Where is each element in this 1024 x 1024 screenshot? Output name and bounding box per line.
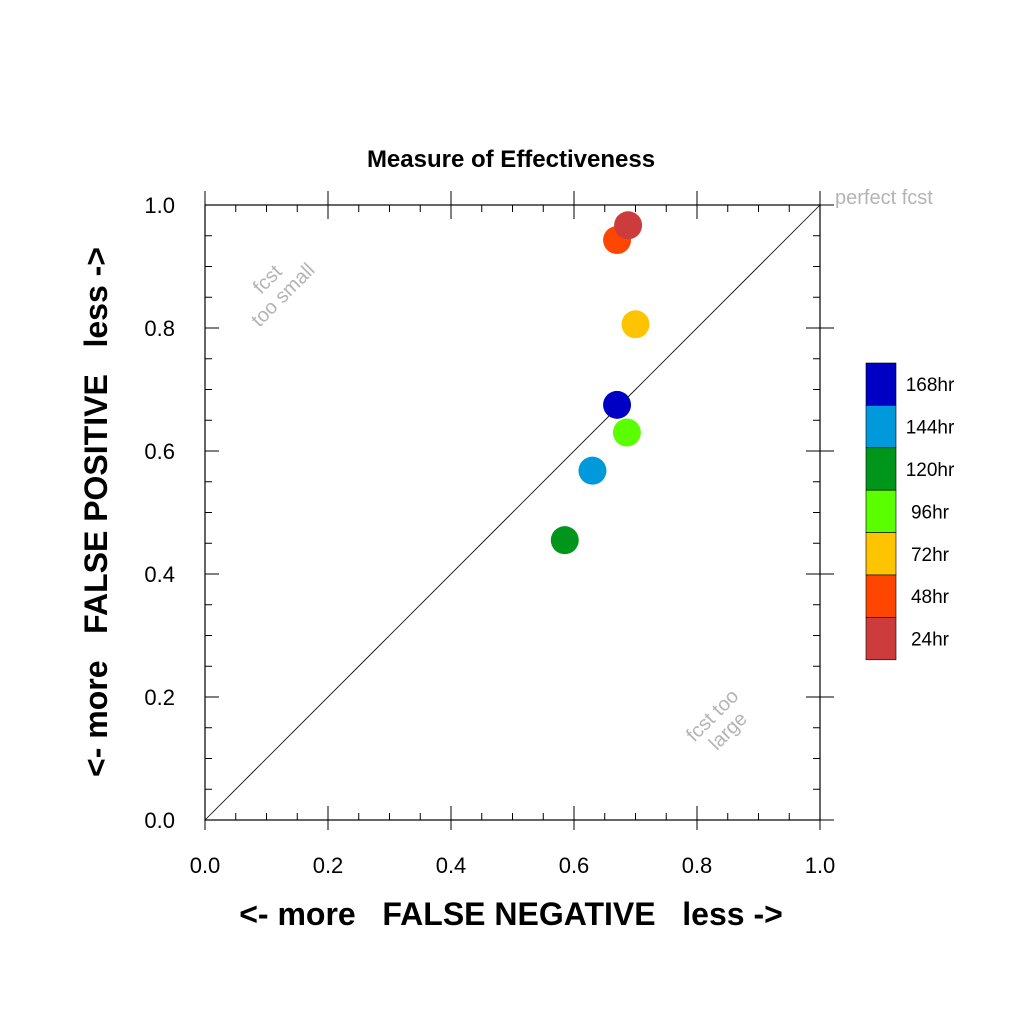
y-tick-label: 0.0 (144, 808, 175, 833)
tick-labels: 0.0 0.2 0.4 0.6 0.8 1.0 0.0 0.2 0.4 0.6 0.8 1.0 (144, 193, 835, 878)
legend-swatch-168hr (865, 362, 897, 406)
x-tick-label: 0.6 (559, 853, 590, 878)
legend-label-168hr: 168hr (906, 375, 955, 396)
legend-swatch-24hr (865, 617, 897, 661)
y-tick-label: 1.0 (144, 193, 175, 218)
perfect-forecast-diagonal (204, 204, 821, 821)
y-tick-label: 0.4 (144, 562, 175, 587)
point-96hr (612, 418, 641, 447)
fcst-too-small-line2: too small (247, 259, 319, 331)
legend-swatch-96hr (865, 489, 897, 533)
point-120hr (550, 526, 579, 555)
legend-label-144hr: 144hr (906, 418, 955, 439)
y-axis-label: <- more FALSE POSITIVE less -> (78, 247, 114, 777)
legend-label-24hr: 24hr (911, 630, 950, 651)
fcst-too-large-label: fcst too large (682, 685, 752, 755)
chart-title: Measure of Effectiveness (367, 146, 655, 173)
y-tick-label: 0.6 (144, 439, 175, 464)
x-tick-label: 0.4 (436, 853, 467, 878)
x-axis-label: <- more FALSE NEGATIVE less -> (239, 896, 783, 932)
legend-label-48hr: 48hr (911, 587, 950, 608)
legend-label-72hr: 72hr (911, 545, 950, 566)
x-tick-label: 1.0 (805, 853, 836, 878)
legend-swatch-144hr (865, 405, 897, 449)
point-72hr (621, 310, 650, 339)
axis-ticks (204, 191, 834, 830)
point-168hr (603, 390, 632, 419)
legend-swatch-72hr (865, 532, 897, 576)
point-24hr (614, 211, 643, 240)
perfect-fcst-label: perfect fcst (835, 187, 933, 209)
y-tick-label: 0.2 (144, 685, 175, 710)
legend: 168hr 144hr 120hr 96hr 72hr 48hr 24hr (865, 362, 955, 661)
y-tick-label: 0.8 (144, 316, 175, 341)
point-144hr (578, 456, 607, 485)
x-tick-label: 0.0 (190, 853, 221, 878)
x-tick-label: 0.8 (682, 853, 713, 878)
legend-label-96hr: 96hr (911, 502, 950, 523)
data-points (550, 211, 650, 555)
fcst-too-small-label: fcst too small (247, 259, 319, 331)
legend-swatch-48hr (865, 574, 897, 618)
x-tick-label: 0.2 (313, 853, 344, 878)
legend-swatch-120hr (865, 447, 897, 491)
legend-label-120hr: 120hr (906, 460, 955, 481)
